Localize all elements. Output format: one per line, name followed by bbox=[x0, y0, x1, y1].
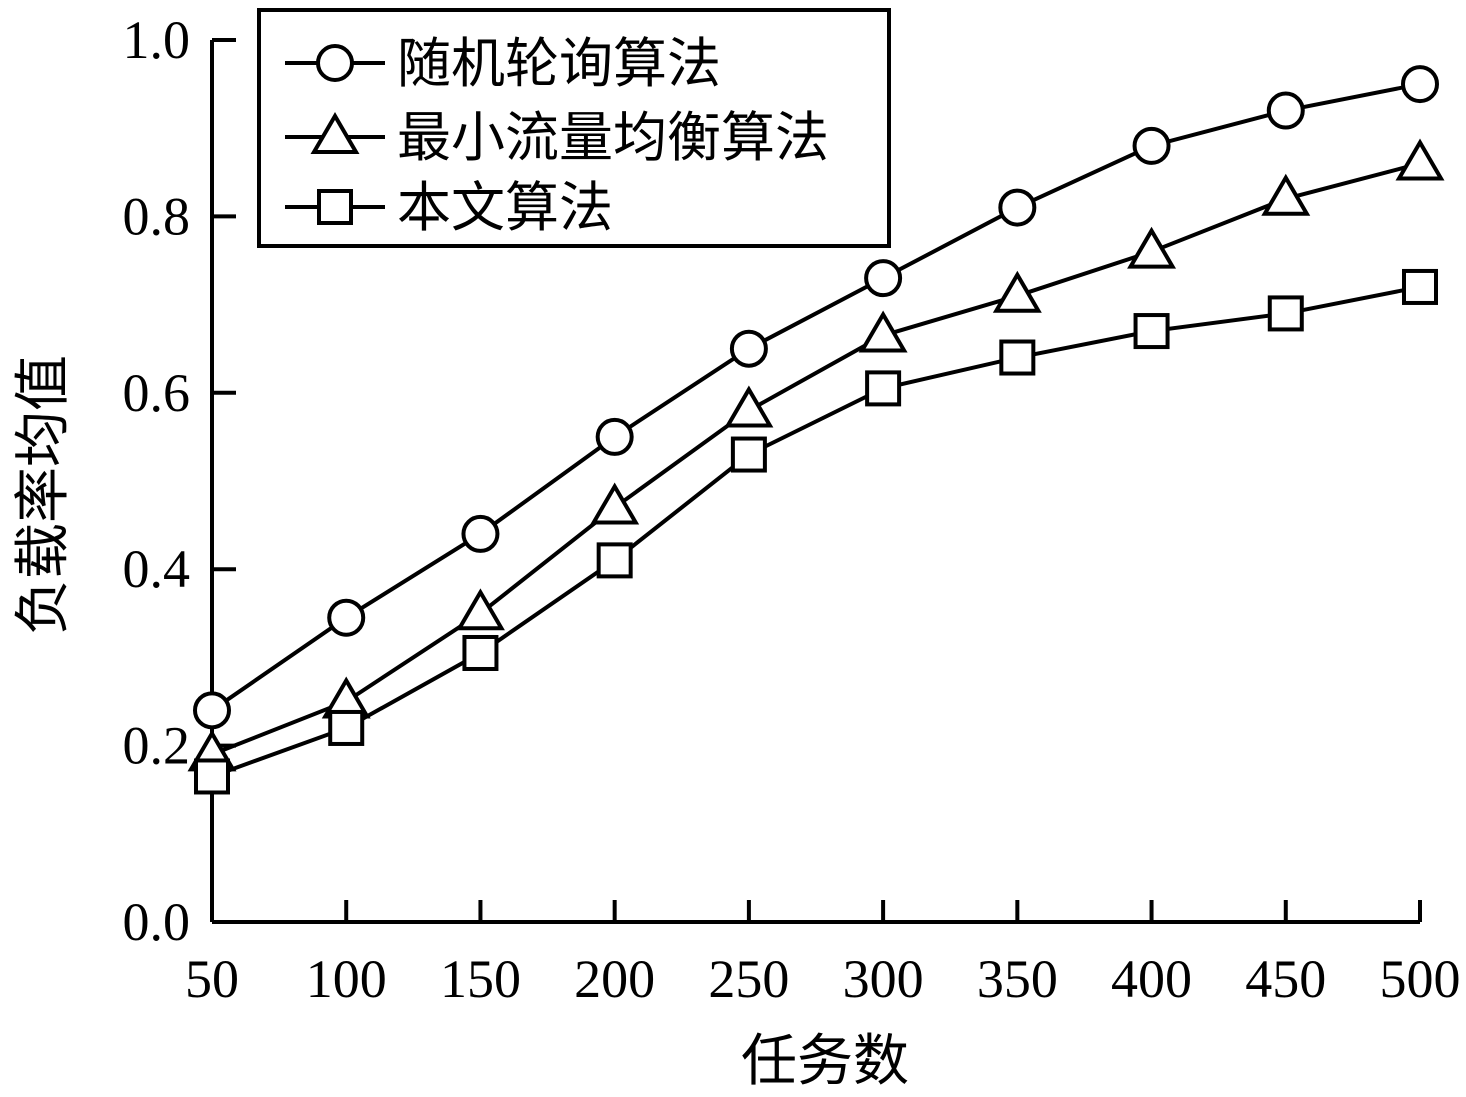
data-point-square bbox=[596, 542, 633, 579]
data-point-triangle bbox=[1261, 173, 1311, 216]
legend-marker-circle bbox=[316, 44, 354, 82]
data-point-circle bbox=[595, 417, 634, 456]
x-tick-label: 150 bbox=[440, 949, 521, 1009]
data-point-square bbox=[1267, 295, 1304, 332]
y-tick-label: 0.2 bbox=[123, 716, 191, 776]
data-point-square bbox=[730, 436, 767, 473]
series-square bbox=[194, 268, 1438, 795]
y-tick-label: 0.4 bbox=[123, 539, 191, 599]
x-tick-label: 200 bbox=[574, 949, 655, 1009]
data-point-triangle bbox=[858, 310, 908, 353]
legend-label: 最小流量均衡算法 bbox=[397, 106, 829, 169]
data-point-circle bbox=[193, 691, 231, 730]
data-point-square bbox=[865, 370, 902, 407]
data-point-circle bbox=[461, 514, 500, 553]
data-point-triangle bbox=[992, 270, 1042, 313]
data-point-square bbox=[999, 339, 1036, 376]
series-circle bbox=[193, 65, 1439, 730]
y-axis-label: 负载率均值 bbox=[11, 355, 76, 635]
legend-label: 本文算法 bbox=[397, 176, 613, 239]
data-point-triangle bbox=[590, 482, 640, 525]
data-point-triangle bbox=[455, 588, 505, 631]
data-point-square bbox=[328, 709, 365, 746]
x-tick-label: 500 bbox=[1380, 949, 1461, 1009]
legend-marker-square bbox=[317, 189, 353, 225]
x-tick-group: 50 100 150 200 250 300 350 400 450 500 bbox=[185, 900, 1461, 1009]
y-tick-label: 0.0 bbox=[123, 892, 191, 952]
series-line-triangle bbox=[211, 161, 1421, 757]
x-tick-label: 50 bbox=[185, 949, 239, 1009]
series-line-square bbox=[211, 284, 1421, 779]
data-point-triangle bbox=[1395, 138, 1445, 181]
data-point-circle bbox=[998, 188, 1037, 227]
y-tick-group: 0.0 0.2 0.4 0.6 0.8 1.0 bbox=[123, 10, 236, 952]
y-tick-label: 0.6 bbox=[123, 363, 191, 423]
x-tick-label: 100 bbox=[306, 949, 387, 1009]
x-tick-label: 300 bbox=[843, 949, 924, 1009]
data-point-square bbox=[1133, 313, 1170, 350]
y-tick-label: 0.8 bbox=[123, 186, 191, 246]
data-point-circle bbox=[864, 259, 903, 298]
legend-label: 随机轮询算法 bbox=[397, 32, 721, 95]
data-point-square bbox=[194, 758, 230, 795]
data-point-square bbox=[1402, 268, 1438, 305]
data-point-triangle bbox=[1127, 226, 1177, 269]
x-tick-label: 250 bbox=[708, 949, 789, 1009]
x-axis-label: 任务数 bbox=[741, 1029, 909, 1094]
legend-marker-triangle bbox=[310, 112, 360, 154]
data-point-circle bbox=[1266, 91, 1305, 130]
x-tick-label: 350 bbox=[977, 949, 1058, 1009]
x-tick-label: 450 bbox=[1245, 949, 1326, 1009]
data-point-circle bbox=[1401, 65, 1439, 104]
data-point-circle bbox=[327, 598, 366, 637]
data-point-circle bbox=[729, 329, 768, 368]
data-point-square bbox=[462, 634, 499, 671]
series-group bbox=[187, 65, 1445, 795]
x-tick-label: 400 bbox=[1111, 949, 1192, 1009]
y-tick-label: 1.0 bbox=[123, 10, 191, 70]
data-point-circle bbox=[1132, 126, 1171, 165]
data-point-triangle bbox=[724, 385, 774, 428]
series-line-circle bbox=[210, 82, 1421, 712]
